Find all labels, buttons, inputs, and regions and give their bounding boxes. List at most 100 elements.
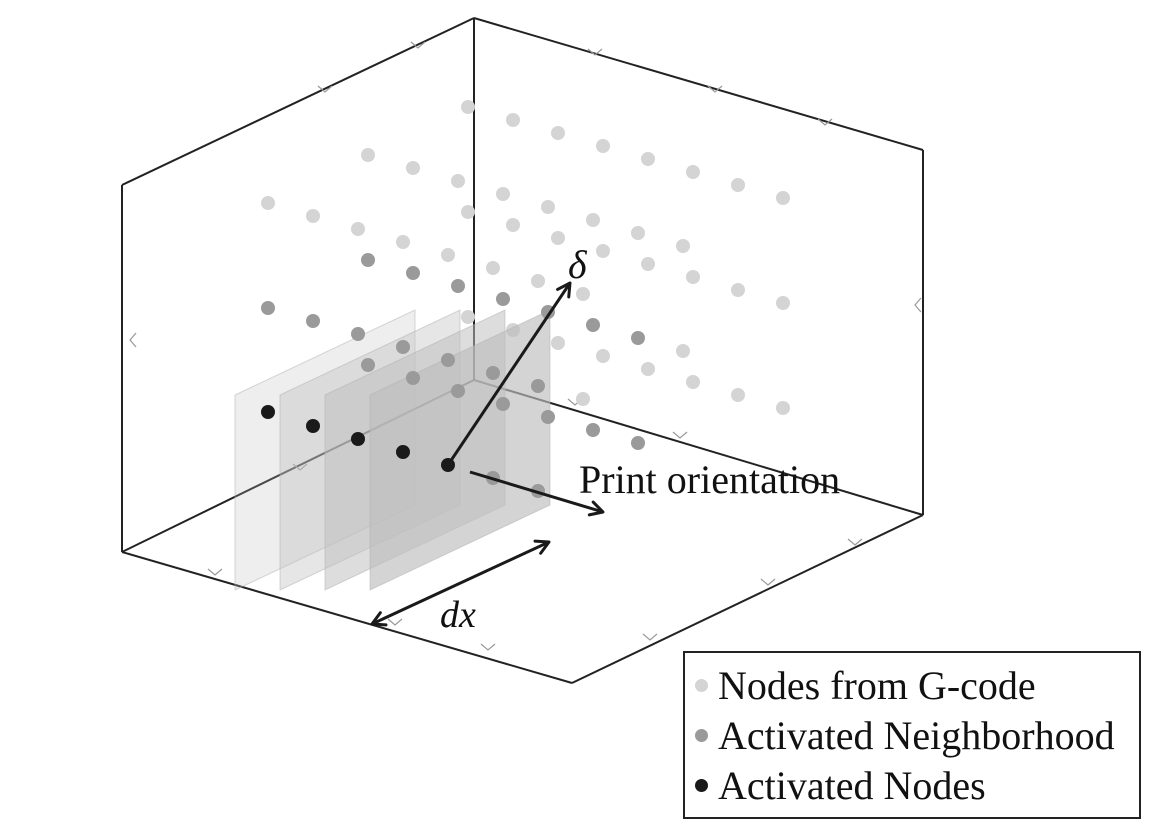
gcode-node (261, 196, 275, 210)
tick-mark (760, 578, 776, 586)
delta-arrow (446, 282, 572, 466)
neighborhood-node (496, 292, 510, 306)
gcode-node (461, 205, 475, 219)
gcode-node (461, 100, 475, 114)
neighborhood-node (261, 301, 275, 315)
gcode-node (451, 174, 465, 188)
neighborhood-node (586, 318, 600, 332)
neighborhood-node (406, 371, 420, 385)
gcode-node (596, 139, 610, 153)
neighborhood-node (406, 266, 420, 280)
box-edge (121, 17, 475, 186)
gcode-node (641, 257, 655, 271)
gcode-node (506, 113, 520, 127)
tick-mark (672, 431, 688, 439)
gcode-node (551, 126, 565, 140)
gcode-node (731, 283, 745, 297)
print-orientation-arrowhead (587, 500, 605, 517)
legend: Nodes from G-code Activated Neighborhood… (683, 651, 1141, 819)
gcode-node (776, 191, 790, 205)
gcode-node (686, 165, 700, 179)
neighborhood-node (496, 397, 510, 411)
gcode-node (496, 187, 510, 201)
neighborhood-node (631, 436, 645, 450)
gcode-node (406, 161, 420, 175)
dx-arrowhead-right (533, 539, 551, 555)
neighborhood-node (486, 366, 500, 380)
slicing-planes (234, 309, 551, 591)
neighborhood-node (351, 327, 365, 341)
gcode-node (676, 239, 690, 253)
gcode-node (631, 226, 645, 240)
gcode-node (731, 388, 745, 402)
gcode-node (596, 244, 610, 258)
gcode-node (531, 274, 545, 288)
arrows (370, 281, 605, 627)
legend-label: Activated Nodes (718, 762, 986, 808)
gcode-node (686, 375, 700, 389)
legend-item-gcode-nodes: Nodes from G-code (695, 663, 1036, 708)
tick-mark (410, 41, 426, 49)
gcode-node (641, 152, 655, 166)
gcode-node (551, 336, 565, 350)
tick-mark (817, 118, 833, 126)
axis-ticks (129, 41, 922, 651)
activated-node (306, 419, 320, 433)
dx-arrowhead-left (370, 611, 388, 627)
neighborhood-node (531, 379, 545, 393)
dx-arrow (371, 540, 550, 626)
tick-mark (480, 643, 496, 651)
gcode-node (686, 270, 700, 284)
dx-label: dx (440, 594, 476, 636)
delta-arrowhead (556, 281, 572, 299)
bounding-box (121, 17, 924, 684)
gcode-node (486, 261, 500, 275)
gcode-node (776, 401, 790, 415)
tick-mark (292, 463, 308, 471)
delta-label: δ (568, 242, 588, 287)
gcode-node (351, 222, 365, 236)
neighborhood-node (631, 331, 645, 345)
neighborhood-node (586, 423, 600, 437)
gcode-node (576, 392, 590, 406)
gcode-node (396, 235, 410, 249)
tick-mark (707, 85, 723, 93)
neighborhood-node (361, 253, 375, 267)
gcode-node (551, 231, 565, 245)
gcode-node (361, 148, 375, 162)
box-edge (473, 17, 924, 151)
tick-mark (587, 48, 603, 56)
tick-mark (387, 618, 403, 626)
activated-node (261, 405, 275, 419)
neighborhood-node (361, 358, 375, 372)
legend-label: Nodes from G-code (718, 662, 1036, 708)
tick-mark (847, 538, 863, 546)
gcode-node (676, 344, 690, 358)
black-dot-icon (695, 778, 708, 792)
activated-node (396, 445, 410, 459)
gray-dot-icon (695, 728, 708, 742)
gcode-node (576, 287, 590, 301)
gcode-node (776, 296, 790, 310)
neighborhood-node (441, 353, 455, 367)
gcode-node (586, 213, 600, 227)
legend-item-activated-nodes: Activated Nodes (695, 763, 986, 808)
gcode-node (306, 209, 320, 223)
gcode-node (506, 218, 520, 232)
gcode-node (441, 248, 455, 262)
gcode-node (461, 310, 475, 324)
tick-mark (129, 332, 137, 348)
neighborhood-node (451, 384, 465, 398)
gcode-nodes (261, 100, 790, 415)
neighborhood-node (306, 314, 320, 328)
legend-item-activated-neighborhood: Activated Neighborhood (695, 713, 1115, 758)
gcode-node (641, 362, 655, 376)
tick-mark (914, 297, 922, 313)
tick-mark (317, 85, 333, 93)
neighborhood-node (451, 279, 465, 293)
tick-mark (207, 568, 223, 576)
gcode-node (596, 349, 610, 363)
gcode-node (731, 178, 745, 192)
